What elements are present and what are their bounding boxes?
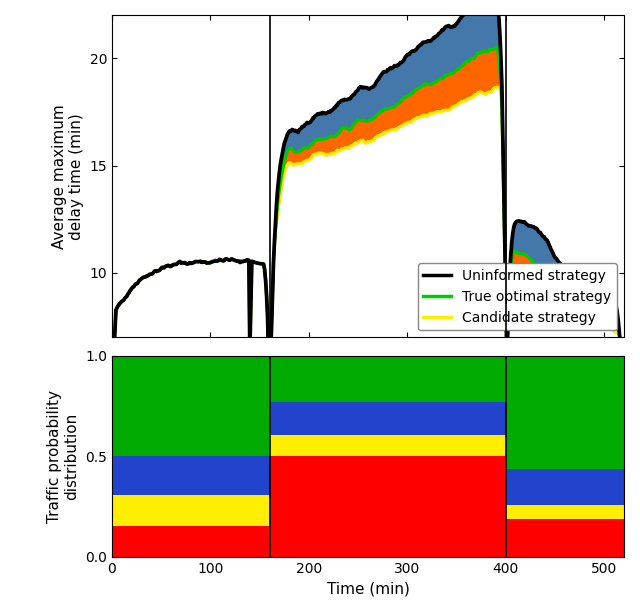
Bar bbox=[506, 504, 624, 519]
Bar bbox=[269, 457, 506, 557]
Bar bbox=[269, 435, 506, 457]
Legend: Uninformed strategy, True optimal strategy, Candidate strategy: Uninformed strategy, True optimal strate… bbox=[418, 263, 617, 330]
Bar bbox=[112, 494, 269, 526]
Bar bbox=[112, 457, 269, 494]
Bar bbox=[506, 469, 624, 504]
Bar bbox=[112, 356, 269, 457]
Bar bbox=[506, 519, 624, 557]
Bar bbox=[112, 526, 269, 557]
Bar bbox=[269, 402, 506, 435]
Bar bbox=[506, 356, 624, 469]
Bar bbox=[269, 356, 506, 402]
Y-axis label: Traffic probability
distribution: Traffic probability distribution bbox=[47, 390, 79, 523]
Y-axis label: Average maximum
delay time (min): Average maximum delay time (min) bbox=[52, 104, 84, 248]
X-axis label: Time (min): Time (min) bbox=[326, 581, 410, 596]
